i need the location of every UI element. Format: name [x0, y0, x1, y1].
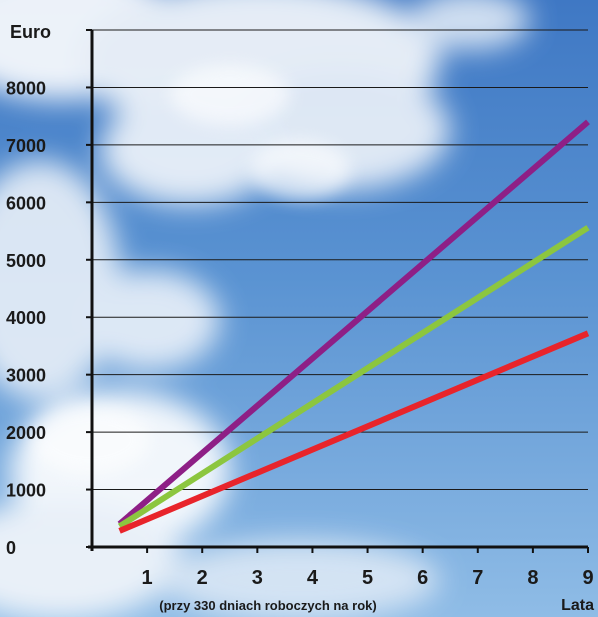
y-tick-label: 6000 — [6, 193, 46, 213]
y-tick-label: 1000 — [6, 481, 46, 501]
x-tick-label: 6 — [417, 567, 428, 589]
x-tick-label: 2 — [197, 567, 208, 589]
tick-labels: 0 1000 2000 3000 4000 5000 6000 7000 8000 Euro 1 2 3… — [6, 22, 594, 614]
y-tick-label: 7000 — [6, 136, 46, 156]
x-tick-label: 9 — [582, 567, 593, 589]
x-tick-label: 7 — [472, 567, 483, 589]
y-tick-label: 8000 — [6, 78, 46, 98]
x-tick-label: 4 — [307, 567, 319, 589]
y-tick-label: 5000 — [6, 251, 46, 271]
x-tick-label: 3 — [252, 567, 263, 589]
y-tick-label: 0 — [6, 538, 16, 558]
series-line-2 — [117, 225, 590, 529]
series-line-3 — [118, 330, 590, 534]
series-lines — [117, 119, 590, 534]
x-tick-label: 1 — [142, 567, 153, 589]
axes — [86, 29, 589, 553]
y-tick-label: 3000 — [6, 366, 46, 386]
x-axis-label: Lata — [561, 597, 594, 614]
x-tick-label: 8 — [527, 567, 538, 589]
x-tick-label: 5 — [362, 567, 373, 589]
x-axis-note: (przy 330 dniach roboczych na rok) — [159, 598, 376, 613]
y-tick-label: 4000 — [6, 308, 46, 328]
y-axis-label: Euro — [10, 22, 51, 42]
series-line-1 — [117, 119, 590, 527]
y-tick-label: 2000 — [6, 423, 46, 443]
